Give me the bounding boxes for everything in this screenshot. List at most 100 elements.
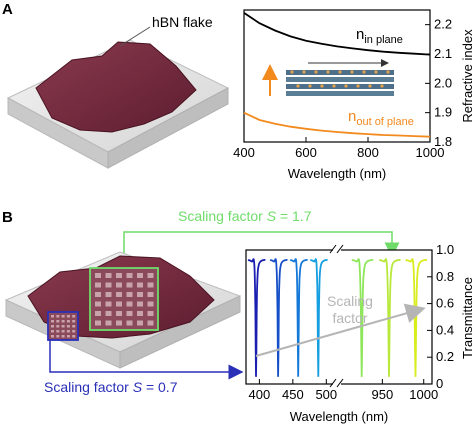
- metasurface-unit-cell: [66, 315, 70, 318]
- metasurface-unit-cell: [116, 320, 122, 326]
- metasurface-unit-cell: [126, 273, 133, 278]
- metasurface-unit-cell: [56, 335, 60, 338]
- flake-label: hBN flake: [152, 14, 213, 30]
- metasurface-unit-cell: [147, 292, 154, 297]
- metasurface-unit-cell: [51, 320, 54, 323]
- chart-a-xlabel: Wavelength (nm): [288, 166, 387, 181]
- metasurface-unit-cell: [66, 325, 70, 328]
- metasurface-unit-cell: [137, 282, 143, 288]
- panel-a-letter: A: [2, 1, 13, 18]
- metasurface-unit-cell: [66, 330, 70, 333]
- metasurface-unit-cell: [126, 301, 133, 307]
- metasurface-unit-cell: [95, 282, 101, 288]
- series-out-of-plane-line: [243, 111, 431, 138]
- metasurface-unit-cell: [126, 282, 133, 288]
- chart-b-ytick-label: 0.4: [436, 322, 454, 337]
- chart-a-ytick-label: 1.9: [434, 105, 452, 120]
- metasurface-unit-cell: [137, 301, 143, 307]
- series-in-plane-line: [243, 12, 431, 56]
- n-in-plane-label: nin plane: [356, 26, 403, 46]
- transmittance-resonance-line: [378, 258, 401, 377]
- metasurface-unit-cell: [51, 325, 54, 328]
- transmittance-resonance-line: [269, 258, 288, 377]
- metasurface-unit-cell: [95, 292, 101, 297]
- metasurface-unit-cell: [105, 320, 112, 326]
- chart-a-xtick-label: 800: [357, 145, 379, 160]
- metasurface-unit-cell: [105, 311, 112, 316]
- chart-b-xtick-label: 400: [249, 387, 271, 402]
- metasurface-unit-cell: [116, 273, 122, 278]
- chart-a-xtick-label: 400: [233, 145, 255, 160]
- chart-b-ytick-label: 0.6: [436, 296, 454, 311]
- chart-a-ylabel: Refractive index: [460, 29, 474, 123]
- chart-a-frame: [243, 9, 431, 143]
- metasurface-unit-cell: [116, 311, 122, 316]
- metasurface-unit-cell: [56, 320, 60, 323]
- metasurface-unit-cell: [147, 320, 154, 326]
- metasurface-unit-cell: [61, 335, 65, 338]
- scaling-factor-top-label: Scaling factor S = 1.7: [178, 208, 312, 224]
- metasurface-unit-cell: [95, 273, 101, 278]
- chart-b-ytick-label: 0.2: [436, 349, 454, 364]
- metasurface-unit-cell: [105, 273, 112, 278]
- metasurface-unit-cell: [137, 320, 143, 326]
- chart-b-ytick-label: 1.0: [436, 242, 454, 257]
- chart-b-xtick-label: 450: [282, 387, 304, 402]
- metasurface-unit-cell: [66, 335, 70, 338]
- metasurface-large-array: [95, 273, 154, 326]
- metasurface-unit-cell: [51, 315, 54, 318]
- metasurface-unit-cell: [126, 292, 133, 297]
- metasurface-unit-cell: [126, 320, 133, 326]
- scaling-factor-bottom-label: Scaling factor S = 0.7: [44, 379, 178, 395]
- metasurface-unit-cell: [51, 335, 54, 338]
- metasurface-unit-cell: [95, 311, 101, 316]
- chart-a-ytick-label: 2.0: [434, 75, 452, 90]
- axis-break: [329, 244, 344, 388]
- transmittance-resonance-line: [289, 258, 308, 377]
- chart-a-xtick-label: 600: [295, 145, 317, 160]
- metasurface-unit-cell: [61, 320, 65, 323]
- n-out-of-plane-label: nout of plane: [348, 108, 414, 128]
- metasurface-large: [89, 267, 159, 331]
- metasurface-unit-cell: [147, 311, 154, 316]
- metasurface-unit-cell: [137, 311, 143, 316]
- chart-b-xtick-label: 1000: [409, 387, 438, 402]
- flake-pointer: [119, 26, 151, 47]
- scaling-top-connector: [123, 231, 400, 271]
- metasurface-unit-cell: [147, 282, 154, 288]
- transmittance-resonance-line: [309, 258, 328, 377]
- scaling-annotation-line2: factor: [332, 310, 367, 326]
- chart-b-xtick-label: 950: [372, 387, 394, 402]
- metasurface-unit-cell: [116, 282, 122, 288]
- metasurface-unit-cell: [126, 311, 133, 316]
- metasurface-unit-cell: [95, 301, 101, 307]
- scaling-bottom-connector: [49, 340, 244, 380]
- metasurface-unit-cell: [51, 330, 54, 333]
- metasurface-unit-cell: [56, 325, 60, 328]
- metasurface-unit-cell: [147, 301, 154, 307]
- metasurface-unit-cell: [61, 325, 65, 328]
- metasurface-unit-cell: [61, 330, 65, 333]
- chart-b-ytick-label: 0: [436, 376, 443, 391]
- metasurface-unit-cell: [72, 335, 76, 338]
- metasurface-small-array: [51, 315, 76, 338]
- metasurface-unit-cell: [66, 320, 70, 323]
- metasurface-unit-cell: [137, 292, 143, 297]
- scaling-factor-arrow: [255, 303, 426, 357]
- metasurface-unit-cell: [147, 273, 154, 278]
- scaling-annotation-line1: Scaling: [327, 293, 373, 309]
- metasurface-unit-cell: [116, 292, 122, 297]
- metasurface-unit-cell: [137, 273, 143, 278]
- transmittance-resonance-line: [247, 258, 266, 377]
- chart-b-xlabel: Wavelength (nm): [290, 409, 389, 424]
- refractive-index-chart: 1.81.92.02.12.2 400 600 800 1000 nin plane …: [233, 9, 474, 181]
- metasurface-unit-cell: [105, 282, 112, 288]
- chart-a-ytick-label: 2.1: [434, 46, 452, 61]
- chart-a-xtick-label: 1000: [416, 145, 445, 160]
- metasurface-unit-cell: [116, 301, 122, 307]
- metasurface-unit-cell: [56, 315, 60, 318]
- transmittance-chart: 0 0.2 0.4 0.6 0.8 1.0 400 450 500 950 1000 Scalin…: [245, 242, 474, 424]
- metasurface-unit-cell: [105, 301, 112, 307]
- metasurface-unit-cell: [56, 330, 60, 333]
